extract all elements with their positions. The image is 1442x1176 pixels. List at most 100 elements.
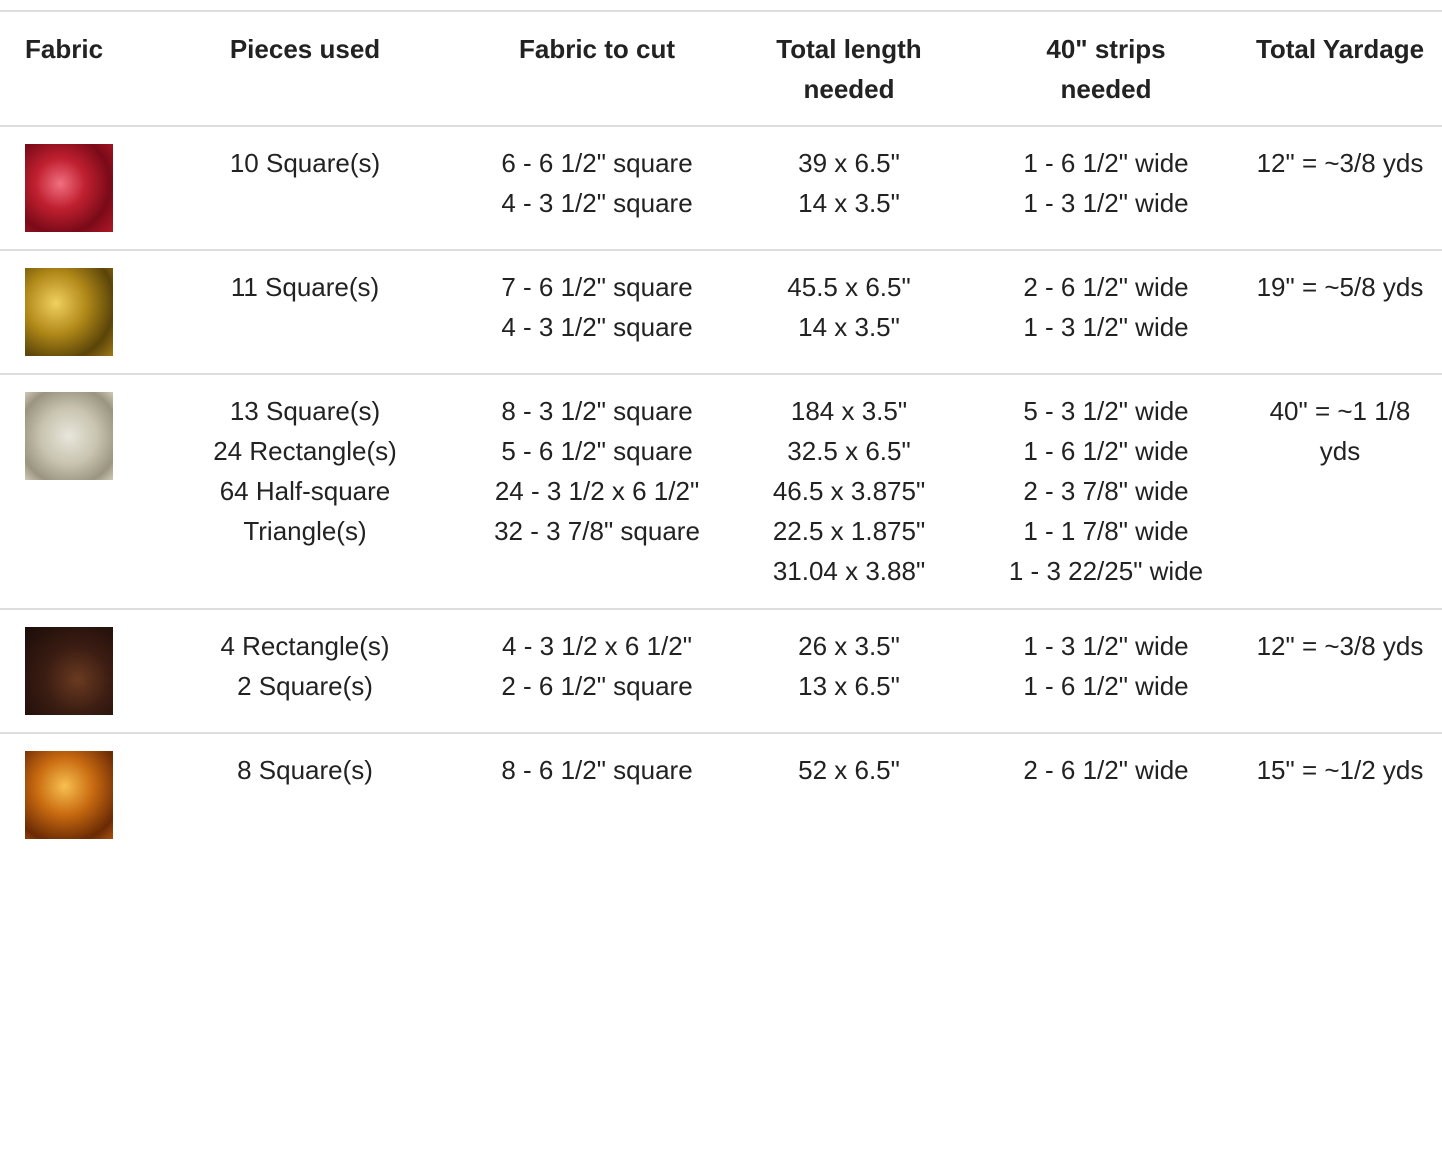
length-line: 22.5 x 1.875"	[772, 516, 926, 546]
strips-line: 5 - 3 1/2" wide	[1023, 396, 1189, 426]
cut-line: 4 - 3 1/2" square	[501, 188, 693, 218]
header-row: Fabric Pieces used Fabric to cut Total leng…	[0, 10, 1442, 126]
header-text: Fabric	[25, 34, 104, 64]
strips-line: 1 - 6 1/2" wide	[1023, 148, 1189, 178]
strips-line: 1 - 3 22/25" wide	[1008, 556, 1204, 586]
cut-line: 24 - 3 1/2 x 6 1/2"	[494, 476, 700, 506]
yardage-line: 15" = ~1/2 yds	[1256, 755, 1424, 785]
length-line: 26 x 3.5"	[798, 631, 900, 661]
header-text: 40" strips needed	[1046, 34, 1166, 104]
length-line: 13 x 6.5"	[798, 671, 900, 701]
fabric-swatch	[25, 751, 113, 839]
pieces-line: 64 Half-square Triangle(s)	[219, 476, 391, 546]
strips-line: 1 - 3 1/2" wide	[1023, 188, 1189, 218]
cut-cell: 7 - 6 1/2" square 4 - 3 1/2" square	[460, 249, 734, 374]
fabric-swatch	[25, 268, 113, 356]
length-line: 31.04 x 3.88"	[772, 556, 926, 586]
fabric-cell	[0, 125, 150, 250]
yardage-cell: 19" = ~5/8 yds	[1248, 249, 1442, 374]
yardage-line: 12" = ~3/8 yds	[1256, 148, 1424, 178]
length-line: 46.5 x 3.875"	[772, 476, 926, 506]
length-cell: 26 x 3.5" 13 x 6.5"	[734, 608, 964, 733]
strips-cell: 2 - 6 1/2" wide 1 - 3 1/2" wide	[964, 249, 1248, 374]
pieces-line: 24 Rectangle(s)	[213, 436, 397, 466]
cut-cell: 4 - 3 1/2 x 6 1/2" 2 - 6 1/2" square	[460, 608, 734, 733]
yardage-cell: 12" = ~3/8 yds	[1248, 608, 1442, 733]
length-line: 14 x 3.5"	[798, 188, 900, 218]
length-line: 184 x 3.5"	[790, 396, 908, 426]
cut-line: 2 - 6 1/2" square	[501, 671, 693, 701]
yardage-cell: 40" = ~1 1/8 yds	[1248, 373, 1442, 609]
fabric-cell	[0, 732, 150, 856]
length-line: 32.5 x 6.5"	[787, 436, 911, 466]
fabric-table: Fabric Pieces used Fabric to cut Total leng…	[0, 10, 1442, 856]
cut-line: 4 - 3 1/2 x 6 1/2"	[502, 631, 692, 661]
pieces-line: 2 Square(s)	[237, 671, 373, 701]
header-text: Fabric to cut	[518, 34, 675, 64]
pieces-cell: 11 Square(s)	[150, 249, 460, 374]
header-text: Pieces used	[229, 34, 381, 64]
length-line: 45.5 x 6.5"	[787, 272, 911, 302]
length-line: 52 x 6.5"	[798, 755, 900, 785]
fabric-cell	[0, 373, 150, 609]
cut-line: 8 - 6 1/2" square	[501, 755, 693, 785]
yardage-line: 19" = ~5/8 yds	[1256, 272, 1424, 302]
cut-line: 7 - 6 1/2" square	[501, 272, 693, 302]
strips-line: 2 - 6 1/2" wide	[1023, 272, 1189, 302]
strips-cell: 5 - 3 1/2" wide 1 - 6 1/2" wide 2 - 3 7/8"…	[964, 373, 1248, 609]
strips-line: 1 - 3 1/2" wide	[1023, 631, 1189, 661]
cut-line: 8 - 3 1/2" square	[501, 396, 693, 426]
strips-cell: 1 - 6 1/2" wide 1 - 3 1/2" wide	[964, 125, 1248, 250]
length-line: 39 x 6.5"	[798, 148, 900, 178]
fabric-row: 10 Square(s) 6 - 6 1/2" square 4 - 3 1/2" …	[0, 125, 1442, 250]
header-text: Total Yardage	[1255, 34, 1425, 64]
fabric-row: 4 Rectangle(s) 2 Square(s) 4 - 3 1/2 x 6 1…	[0, 608, 1442, 733]
yardage-line: 40" = ~1 1/8 yds	[1269, 396, 1411, 466]
table-body: 10 Square(s) 6 - 6 1/2" square 4 - 3 1/2" …	[0, 125, 1442, 856]
pieces-cell: 8 Square(s)	[150, 732, 460, 856]
strips-line: 1 - 3 1/2" wide	[1023, 312, 1189, 342]
pieces-line: 11 Square(s)	[230, 272, 380, 302]
fabric-row: 13 Square(s) 24 Rectangle(s) 64 Half-squar…	[0, 373, 1442, 609]
yardage-cell: 15" = ~1/2 yds	[1248, 732, 1442, 856]
strips-line: 2 - 3 7/8" wide	[1023, 476, 1189, 506]
fabric-row: 8 Square(s) 8 - 6 1/2" square 52 x 6.5" 2 -…	[0, 732, 1442, 856]
column-header: Total length needed	[734, 10, 964, 126]
length-cell: 184 x 3.5" 32.5 x 6.5" 46.5 x 3.875" 22.5 x…	[734, 373, 964, 609]
pieces-cell: 13 Square(s) 24 Rectangle(s) 64 Half-squar…	[150, 373, 460, 609]
pieces-line: 8 Square(s)	[237, 755, 373, 785]
cut-cell: 8 - 6 1/2" square	[460, 732, 734, 856]
column-header: Pieces used	[150, 10, 460, 126]
length-line: 14 x 3.5"	[798, 312, 900, 342]
strips-cell: 2 - 6 1/2" wide	[964, 732, 1248, 856]
column-header: Fabric	[0, 10, 150, 126]
strips-line: 1 - 6 1/2" wide	[1023, 671, 1189, 701]
fabric-swatch	[25, 392, 113, 480]
cut-cell: 8 - 3 1/2" square 5 - 6 1/2" square 24 - 3…	[460, 373, 734, 609]
cut-line: 4 - 3 1/2" square	[501, 312, 693, 342]
strips-line: 2 - 6 1/2" wide	[1023, 755, 1189, 785]
cut-line: 32 - 3 7/8" square	[494, 516, 700, 546]
pieces-cell: 4 Rectangle(s) 2 Square(s)	[150, 608, 460, 733]
pieces-line: 4 Rectangle(s)	[220, 631, 390, 661]
pieces-line: 10 Square(s)	[229, 148, 381, 178]
fabric-swatch	[25, 144, 113, 232]
cut-line: 6 - 6 1/2" square	[501, 148, 693, 178]
header-text: Total length needed	[776, 34, 922, 104]
length-cell: 45.5 x 6.5" 14 x 3.5"	[734, 249, 964, 374]
yardage-line: 12" = ~3/8 yds	[1256, 631, 1424, 661]
fabric-swatch	[25, 627, 113, 715]
column-header: Fabric to cut	[460, 10, 734, 126]
column-header: Total Yardage	[1248, 10, 1442, 126]
yardage-cell: 12" = ~3/8 yds	[1248, 125, 1442, 250]
column-header: 40" strips needed	[964, 10, 1248, 126]
strips-line: 1 - 6 1/2" wide	[1023, 436, 1189, 466]
pieces-line: 13 Square(s)	[229, 396, 381, 426]
strips-cell: 1 - 3 1/2" wide 1 - 6 1/2" wide	[964, 608, 1248, 733]
length-cell: 52 x 6.5"	[734, 732, 964, 856]
cut-line: 5 - 6 1/2" square	[501, 436, 693, 466]
length-cell: 39 x 6.5" 14 x 3.5"	[734, 125, 964, 250]
pieces-cell: 10 Square(s)	[150, 125, 460, 250]
fabric-cell	[0, 249, 150, 374]
